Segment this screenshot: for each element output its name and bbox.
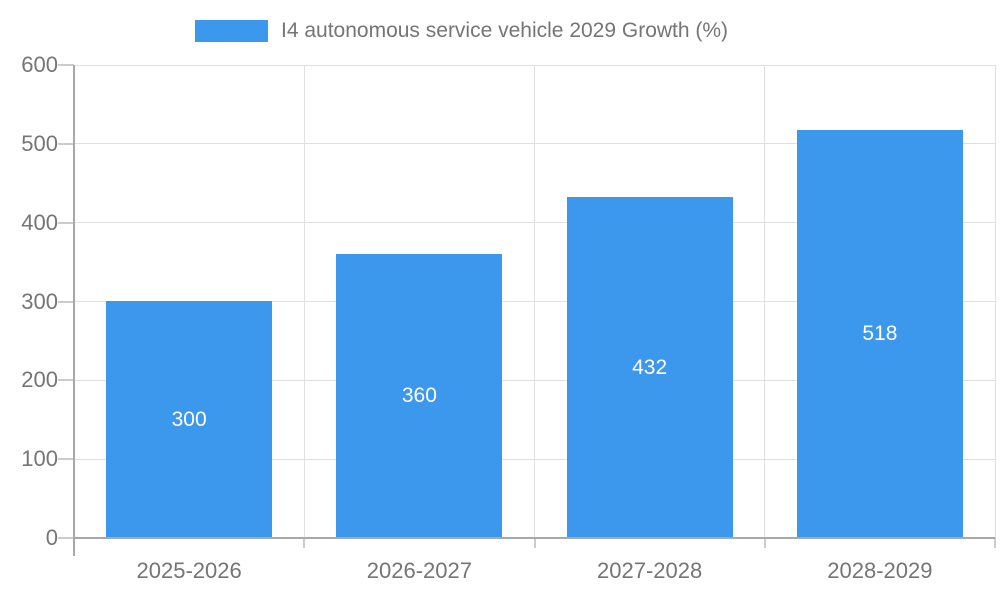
x-axis-category-label: 2026-2027: [366, 558, 472, 583]
y-axis-tick: [58, 379, 74, 382]
y-axis-tick: [58, 458, 74, 461]
x-axis-line: [74, 537, 995, 539]
x-axis-tick: [763, 538, 766, 548]
y-axis-tick: [58, 64, 74, 66]
bar: [797, 130, 963, 538]
bar: [567, 197, 733, 538]
plot-area: 0 100 200 300 400 500 600 300 2025-2026 360 2026-2…: [21, 54, 996, 583]
y-axis-tick-label: 100: [21, 446, 58, 472]
y-axis-tick: [58, 142, 74, 145]
y-axis-tick-label: 400: [21, 209, 58, 235]
x-axis-category-label: 2027-2028: [597, 558, 703, 583]
gridline-vertical: [764, 65, 766, 538]
gridline-vertical: [994, 65, 996, 538]
legend-label: I4 autonomous service vehicle 2029 Growt…: [281, 19, 729, 42]
y-axis-tick-label: 600: [21, 52, 58, 77]
y-axis-tick: [58, 537, 74, 539]
legend-swatch: [195, 20, 268, 42]
x-axis-tick: [994, 538, 996, 548]
y-axis-tick-label: 0: [45, 525, 58, 550]
bar: [106, 301, 272, 538]
y-axis-tick: [58, 221, 74, 224]
bar-value-label: 360: [401, 384, 437, 407]
y-axis-line: [73, 65, 75, 556]
bar: [336, 254, 502, 538]
y-axis-tick-label: 300: [21, 288, 58, 314]
gridline-vertical: [534, 65, 535, 538]
x-axis-category-label: 2025-2026: [136, 558, 242, 583]
y-axis-tick-label: 200: [21, 367, 58, 393]
x-axis-tick: [303, 538, 306, 548]
bar-value-label: 518: [862, 322, 898, 345]
y-axis-tick: [58, 300, 74, 303]
gridline-vertical: [303, 65, 305, 538]
y-axis-tick-label: 500: [21, 130, 58, 156]
bar-value-label: 300: [171, 407, 207, 431]
legend: I4 autonomous service vehicle 2029 Growt…: [195, 19, 728, 43]
bar-value-label: 432: [632, 355, 668, 379]
x-axis-tick: [533, 538, 536, 548]
x-axis-category-label: 2028-2029: [827, 558, 933, 583]
